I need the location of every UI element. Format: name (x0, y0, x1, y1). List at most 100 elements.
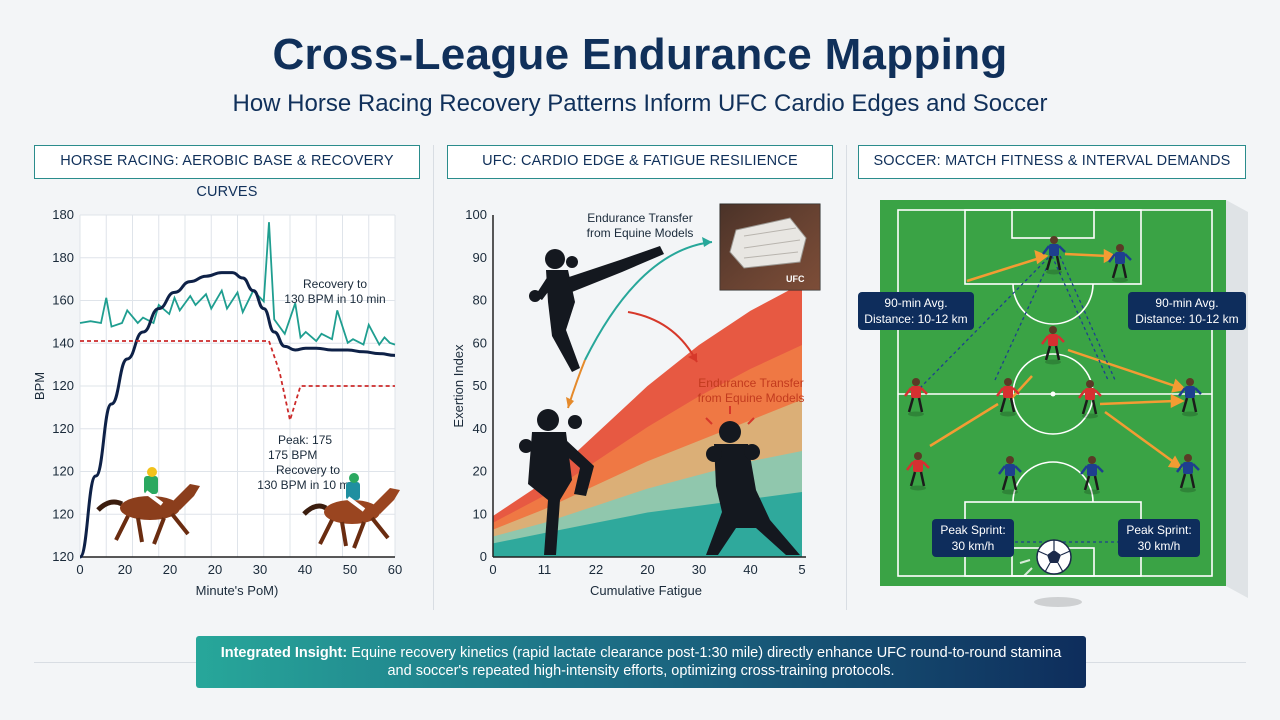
soccer-players (904, 236, 1202, 495)
ufc-x-axis-label: Cumulative Fatigue (590, 583, 702, 598)
horse-y-tick-label: 120 (52, 464, 74, 479)
ufc-fighter-kick-silhouette (529, 246, 664, 372)
ufc-y-tick-label: 90 (473, 250, 487, 265)
ufc-transfer-annotation-a-line1: Endurance Transfer (587, 211, 692, 225)
ufc-transfer-annotation-b-line1: Endurance Transfer (698, 376, 803, 390)
horse-x-tick-label: 40 (298, 562, 312, 577)
ufc-y-tick-label: 10 (473, 506, 487, 521)
ufc-x-tick-label: 20 (640, 562, 654, 577)
horse-y-tick-label: 120 (52, 421, 74, 436)
horse-peak-annotation-line2: 175 BPM (268, 448, 317, 462)
horse-x-axis-label: Minute's PoM) (196, 583, 279, 598)
soccer-player-figure (1042, 236, 1066, 275)
ufc-chart-ticks: 0 10 20 40 50 60 80 90 100 0 11 22 20 30 40 5 (465, 207, 805, 577)
horse-recovery-annotation-b-line2: 130 BPM in 10 min (257, 478, 358, 492)
soccer-player-figure (906, 452, 930, 491)
ufc-transfer-arrow-teal (584, 241, 713, 361)
racehorse-jockey-icon-right (302, 473, 400, 549)
horse-recovery-threshold-line (80, 340, 395, 424)
racehorse-jockey-icon-left (96, 467, 200, 545)
sprint-callout-left: Peak Sprint: 30 km/h (932, 519, 1014, 557)
ufc-x-tick-label: 30 (692, 562, 706, 577)
soccer-player-figure (1108, 244, 1132, 283)
horse-heart-rate-line (79, 222, 396, 347)
distance-callout-right-text: 90-min Avg. Distance: 10-12 km (1135, 296, 1239, 326)
integrated-insight-banner: Integrated Insight: Equine recovery kine… (196, 636, 1086, 688)
ufc-y-tick-label: 80 (473, 293, 487, 308)
pitch-shadow (1226, 200, 1248, 598)
panel-divider-left (433, 145, 434, 610)
ufc-fighter-right-silhouette (706, 421, 800, 555)
horse-x-tick-label: 30 (253, 562, 267, 577)
distance-callout-left-text: 90-min Avg. Distance: 10-12 km (864, 296, 968, 326)
fatigue-strain-icon (705, 406, 755, 425)
horse-y-tick-label: 120 (52, 549, 74, 564)
page-subtitle: How Horse Racing Recovery Patterns Infor… (232, 90, 1048, 117)
horse-x-tick-label: 0 (76, 562, 83, 577)
ufc-transfer-arrowhead-teal (702, 237, 712, 247)
sprint-arrows (929, 248, 1187, 469)
soccer-player-figure (904, 378, 928, 417)
soccer-ball-icon (1019, 539, 1082, 607)
ufc-fighter-left-silhouette (519, 409, 594, 555)
sprint-callout-right-text: Peak Sprint: 30 km/h (1126, 523, 1192, 553)
horse-y-tick-label: 160 (52, 293, 74, 308)
ufc-y-tick-label: 50 (473, 378, 487, 393)
ufc-panel-header: UFC: CARDIO EDGE & FATIGUE RESILIENCE (447, 145, 833, 179)
distance-callout-left: 90-min Avg. Distance: 10-12 km (858, 292, 974, 330)
horse-panel-header: HORSE RACING: AEROBIC BASE & RECOVERY CU… (34, 145, 420, 200)
ufc-y-tick-label: 40 (473, 421, 487, 436)
ufc-y-axis-label: Exertion Index (451, 344, 466, 428)
soccer-player-figure (1178, 378, 1202, 417)
ufc-x-tick-label: 40 (743, 562, 757, 577)
horse-recovery-annotation-b-line1: Recovery to (276, 463, 340, 477)
horse-aerobic-curve (78, 271, 396, 559)
horse-x-tick-label: 60 (388, 562, 402, 577)
sprint-callout-right: Peak Sprint: 30 km/h (1118, 519, 1200, 557)
horse-y-axis-label: BPM (32, 372, 47, 400)
soccer-player-figure (996, 378, 1020, 417)
ufc-x-tick-label: 0 (489, 562, 496, 577)
horse-x-tick-label: 20 (163, 562, 177, 577)
horse-recovery-annotation-a-line1: Recovery to (303, 277, 367, 291)
horse-recovery-annotation-a-line2: 130 BPM in 10 min (284, 292, 385, 306)
page-title: Cross-League Endurance Mapping (272, 30, 1008, 79)
horse-x-tick-label: 50 (343, 562, 357, 577)
horse-y-tick-label: 180 (52, 250, 74, 265)
horse-y-tick-label: 140 (52, 335, 74, 350)
horse-y-tick-label: 120 (52, 506, 74, 521)
ufc-transfer-arrow-red (627, 311, 698, 363)
soccer-player-figure (1041, 326, 1065, 365)
ufc-y-tick-label: 0 (480, 549, 487, 564)
sprint-callout-left-text: Peak Sprint: 30 km/h (940, 523, 1006, 553)
horse-peak-annotation-line1: Peak: 175 (278, 433, 332, 447)
ufc-x-tick-label: 22 (589, 562, 603, 577)
soccer-player-figure (1078, 380, 1102, 419)
soccer-player-figure (1176, 454, 1200, 493)
horse-x-tick-label: 20 (208, 562, 222, 577)
horse-x-tick-label: 20 (118, 562, 132, 577)
center-spot (1050, 391, 1056, 397)
distance-callout-right: 90-min Avg. Distance: 10-12 km (1128, 292, 1246, 330)
soccer-player-figure (1080, 456, 1104, 495)
insight-label: Integrated Insight: (220, 645, 348, 661)
soccer-player-figure (998, 456, 1022, 495)
passing-lines (919, 253, 1118, 543)
ufc-glove-photo-inset: UFC (719, 203, 821, 291)
ufc-transfer-annotation-b-line2: from Equine Models (698, 391, 805, 405)
soccer-panel-header: SOCCER: MATCH FITNESS & INTERVAL DEMANDS (858, 145, 1246, 179)
panel-divider-right (846, 145, 847, 610)
insight-text: Equine recovery kinetics (rapid lactate … (347, 645, 1062, 679)
horse-chart-lines (78, 222, 396, 559)
ufc-x-tick-label: 5 (798, 562, 805, 577)
ufc-y-tick-label: 20 (473, 464, 487, 479)
ufc-x-tick-label: 11 (538, 562, 552, 577)
ufc-transfer-arrowhead-orange (566, 397, 574, 408)
ufc-y-tick-label: 100 (465, 207, 487, 222)
horse-y-tick-label: 120 (52, 378, 74, 393)
ufc-transfer-arrowhead-red (688, 353, 697, 362)
ufc-y-tick-label: 60 (473, 335, 487, 350)
